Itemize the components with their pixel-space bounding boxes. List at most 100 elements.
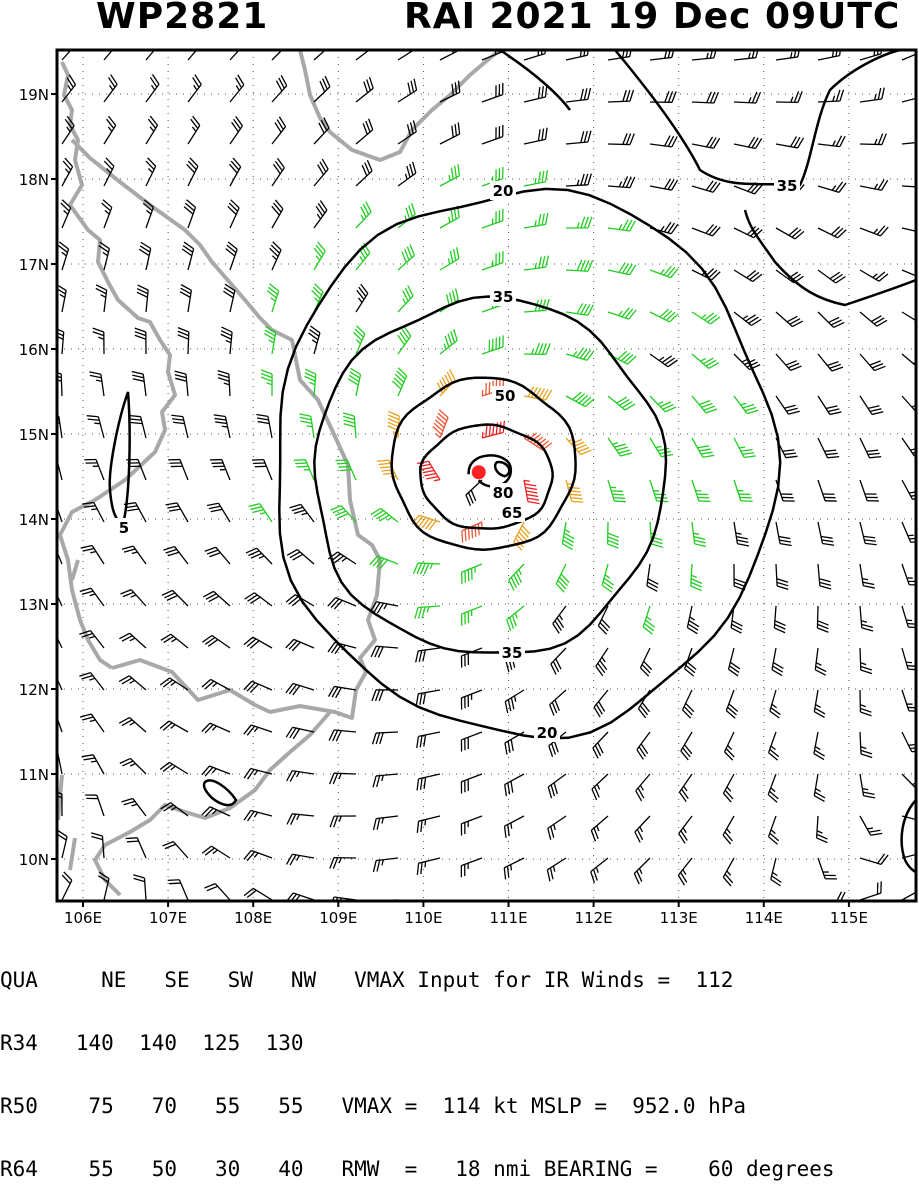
wind-barb (818, 182, 846, 192)
wind-barb (482, 209, 503, 228)
table-row-r50: R50 75 70 55 55 VMAX = 114 kt MSLP = 952… (0, 1096, 835, 1117)
wind-barb (461, 858, 482, 877)
wind-barb (462, 522, 482, 543)
col-ne: NE (101, 968, 126, 992)
wind-barb (734, 312, 761, 325)
wind-barb (261, 370, 272, 396)
wind-barb (373, 858, 398, 872)
wind-barb (373, 816, 398, 830)
lat-label: 18N (19, 171, 49, 189)
wind-barb (770, 690, 780, 718)
contour-label: 20 (493, 182, 514, 200)
wind-barb (272, 34, 288, 60)
wind-barb (818, 480, 837, 501)
wind-barb (692, 480, 710, 501)
wind-barb (860, 606, 873, 631)
lat-label: 11N (19, 766, 49, 784)
wind-barb (461, 690, 482, 710)
wind-barb (634, 900, 650, 925)
wind-barb (135, 328, 146, 354)
wind-barb (608, 522, 619, 548)
wind-barb (734, 137, 762, 148)
wind-barb (692, 354, 719, 368)
wind-barb (272, 117, 286, 144)
wind-barb (398, 162, 416, 186)
wind-barb (133, 875, 146, 900)
wind-barb (398, 79, 417, 102)
wind-barb (640, 648, 651, 676)
wind-barb (725, 732, 735, 760)
wind-barb (818, 44, 841, 60)
lon-label: 114E (745, 909, 783, 925)
wind-barb (252, 460, 272, 480)
wind-barb (62, 872, 72, 900)
cell-nw: 40 (278, 1157, 303, 1181)
wind-barb (524, 213, 548, 228)
wind-barb (860, 732, 872, 757)
wind-barb (330, 858, 356, 869)
wind-barb (608, 176, 635, 187)
wind-barb (723, 816, 734, 844)
wind-barb (440, 164, 459, 186)
wind-barb (168, 460, 188, 480)
wind-barb (287, 771, 314, 782)
wind-barb (230, 33, 245, 60)
wind-barb (776, 137, 804, 148)
wind-barb (210, 460, 230, 480)
wind-barb (514, 522, 530, 550)
wind-barb (566, 131, 591, 144)
row-label: R50 (0, 1094, 38, 1118)
wind-barb (122, 798, 146, 816)
wind-barb (244, 681, 272, 692)
wind-barb (505, 690, 524, 713)
wind-barb (817, 816, 828, 843)
wind-barb (860, 270, 888, 281)
wind-barb (286, 684, 314, 695)
cell-sw: 30 (215, 1157, 240, 1181)
wind-barb (461, 732, 482, 752)
wind-barb (162, 590, 188, 606)
wind-barb (650, 396, 676, 412)
wind-barb (818, 354, 843, 371)
wind-barb (290, 504, 314, 522)
wind-barb (42, 544, 62, 564)
wind-barb (440, 247, 459, 270)
wind-barb (860, 881, 881, 900)
wind-barb (776, 564, 788, 589)
wind-barb (818, 522, 834, 545)
wind-barb (504, 816, 524, 838)
wind-barb (96, 285, 107, 312)
cell-se: 140 (139, 1031, 177, 1055)
lon-label: 106E (64, 909, 102, 925)
contour-label: 35 (777, 177, 798, 195)
wind-barb (188, 75, 201, 102)
wind-barb (287, 550, 314, 564)
wind-barb (650, 179, 678, 190)
wind-barb (818, 858, 837, 879)
wind-barb (270, 242, 281, 270)
wind-barb (246, 548, 272, 564)
wind-barb (591, 858, 608, 883)
wind-barb (182, 242, 193, 270)
wind-barb (860, 438, 881, 458)
wind-barb (608, 263, 636, 275)
wind-barb (139, 242, 150, 270)
wind-barb (308, 326, 319, 354)
wind-barb (348, 368, 360, 396)
wind-barb (314, 242, 325, 270)
cell-sw: 55 (215, 1094, 240, 1118)
wind-barb (509, 564, 524, 590)
wind-barb (202, 846, 230, 858)
wind-barb (776, 312, 803, 327)
lat-label: 10N (19, 851, 49, 869)
wind-barb (860, 396, 883, 414)
wind-barb (371, 508, 398, 522)
wind-barb (814, 774, 825, 801)
wind-barb (287, 814, 314, 825)
wind-barb (398, 244, 414, 270)
wind-barb (330, 816, 356, 827)
contour-small-se (902, 800, 916, 872)
cell-sw: 125 (202, 1031, 240, 1055)
wind-barb (398, 326, 411, 354)
wind-barb (596, 648, 608, 676)
